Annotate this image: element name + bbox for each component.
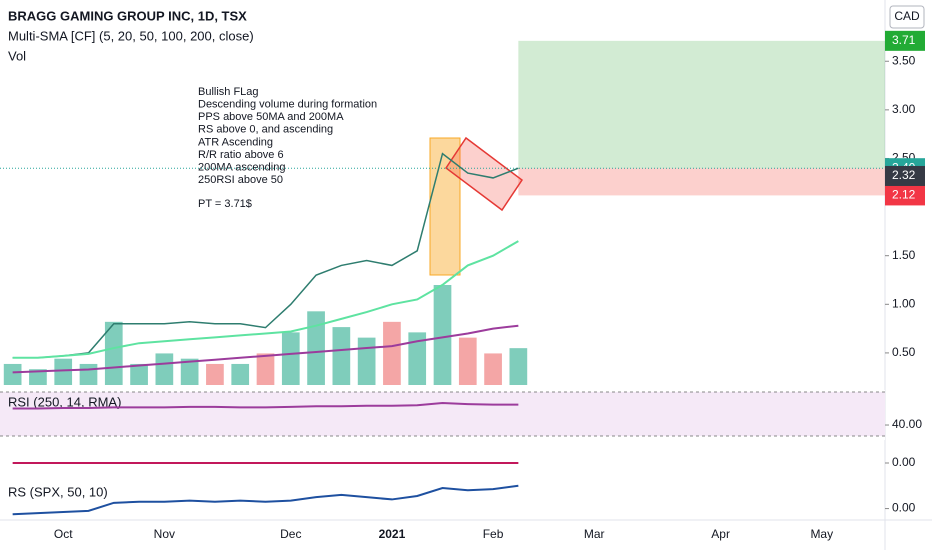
volume-bar bbox=[231, 363, 250, 385]
flag-channel bbox=[444, 136, 524, 212]
y-tick-label: 40.00 bbox=[892, 417, 922, 431]
annotation-line: R/R ratio above 6 bbox=[198, 149, 284, 161]
volume-bar bbox=[256, 353, 275, 385]
volume-bar bbox=[484, 353, 502, 385]
series-line bbox=[12, 324, 519, 374]
x-tick-label: Feb bbox=[483, 527, 504, 541]
x-tick-label: 2021 bbox=[379, 527, 406, 541]
rsi-pane bbox=[0, 390, 885, 440]
volume-bar bbox=[3, 363, 22, 385]
volume-bar bbox=[383, 321, 401, 385]
x-tick-label: Dec bbox=[280, 527, 301, 541]
volume-bar bbox=[54, 358, 73, 385]
volume-label: Vol bbox=[8, 48, 26, 63]
y-tick-label: 0.50 bbox=[892, 345, 916, 359]
x-tick-label: Apr bbox=[711, 527, 730, 541]
volume-bar bbox=[281, 332, 300, 385]
currency-box[interactable] bbox=[889, 5, 925, 29]
y-tick-label: 1.00 bbox=[892, 296, 916, 310]
y-tick-label: 3.50 bbox=[892, 53, 916, 67]
pane-title: RS (SPX, 50, 10) bbox=[8, 484, 108, 499]
price-label: 3.71 bbox=[892, 33, 916, 47]
volume-bar bbox=[79, 363, 98, 385]
currency: CAD bbox=[894, 9, 920, 23]
profit-zone bbox=[518, 40, 885, 169]
indicator-label: Multi-SMA [CF] (5, 20, 50, 100, 200, clo… bbox=[8, 28, 254, 43]
last-price-bg bbox=[885, 165, 925, 186]
series-line bbox=[12, 152, 519, 359]
volume-bar bbox=[130, 363, 148, 385]
volume-bar bbox=[408, 332, 427, 385]
volume-bar bbox=[509, 348, 528, 385]
annotation-line: RS above 0, and ascending bbox=[198, 124, 333, 136]
volume-bar bbox=[104, 321, 123, 385]
series-line bbox=[12, 401, 519, 410]
volume-bar bbox=[433, 285, 452, 385]
volume-bar bbox=[332, 327, 351, 385]
series-line bbox=[12, 240, 519, 359]
title: BRAGG GAMING GROUP INC, 1D, TSX bbox=[8, 8, 247, 23]
rsi-band bbox=[0, 391, 885, 437]
volume-bar bbox=[155, 353, 174, 385]
y-tick-label: 0.00 bbox=[892, 455, 916, 469]
annotation-line: PPS above 50MA and 200MA bbox=[198, 111, 344, 123]
y-tick-label: 1.50 bbox=[892, 248, 916, 262]
volume-bar bbox=[29, 369, 47, 385]
price-label-bg bbox=[885, 185, 925, 206]
loss-zone bbox=[518, 168, 885, 196]
volume-bar bbox=[307, 311, 325, 385]
annotation-line: Descending volume during formation bbox=[198, 99, 377, 111]
pane-title: RSI (250, 14, RMA) bbox=[8, 394, 121, 409]
annotation-line: ATR Ascending bbox=[198, 136, 273, 148]
annotation-line: 250RSI above 50 bbox=[198, 174, 283, 186]
last-price: 2.32 bbox=[892, 168, 916, 182]
x-tick-label: Oct bbox=[54, 527, 73, 541]
series-line bbox=[12, 484, 519, 516]
x-tick-label: Mar bbox=[584, 527, 605, 541]
x-tick-label: May bbox=[810, 527, 833, 541]
volume-bar bbox=[180, 358, 199, 385]
annotation-line: 200MA ascending bbox=[198, 162, 285, 174]
volume-bar bbox=[458, 337, 477, 385]
price-label-bg bbox=[885, 30, 925, 51]
y-tick-label: 0.00 bbox=[892, 501, 916, 515]
y-tick-label: 3.00 bbox=[892, 102, 916, 116]
volume-bar bbox=[357, 337, 376, 385]
volume-bar bbox=[206, 363, 224, 385]
annotation-line: PT = 3.71$ bbox=[198, 198, 252, 210]
price-label: 2.12 bbox=[892, 188, 916, 202]
annotation-line: Bullish FLag bbox=[198, 86, 259, 98]
x-tick-label: Nov bbox=[154, 527, 175, 541]
